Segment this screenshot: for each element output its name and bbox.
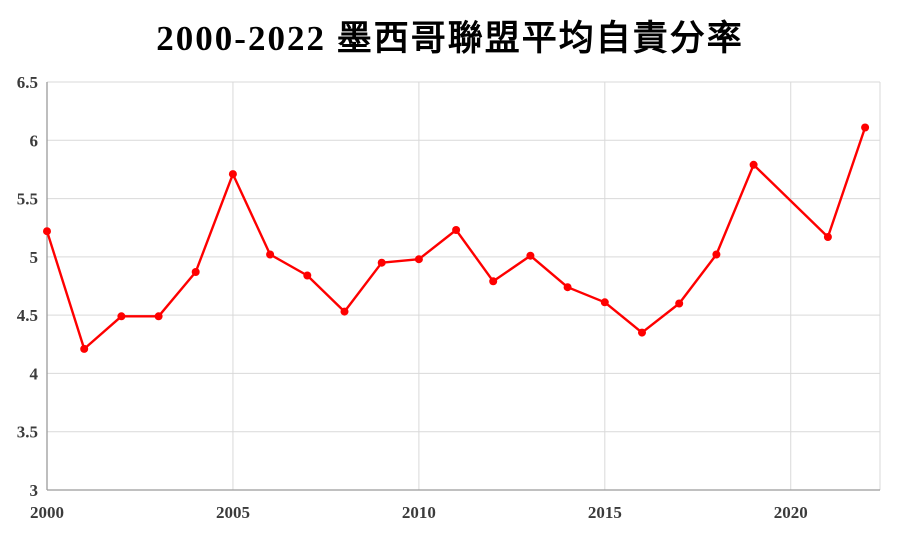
data-point (452, 226, 461, 234)
line-chart: 3 3.5 4 4.5 5 5.5 6 6.5 2000 2005 2010 2015 2020 (17, 73, 881, 522)
x-tick-label: 2020 (774, 503, 808, 522)
y-tick-label: 3.5 (17, 423, 38, 442)
y-tick-label: 3 (30, 481, 39, 500)
data-point (414, 255, 423, 264)
data-point (823, 233, 832, 241)
data-point (266, 250, 275, 259)
y-tick-label: 6.5 (17, 73, 38, 92)
y-tick-label: 5 (30, 248, 39, 267)
y-tick-label: 5.5 (17, 190, 38, 209)
data-point (117, 312, 126, 321)
data-point (749, 160, 758, 169)
data-point (80, 344, 89, 353)
chart-title: 2000-2022 墨西哥聯盟平均自責分率 (156, 19, 744, 58)
x-tick-label: 2005 (216, 503, 250, 522)
data-point (526, 251, 535, 260)
data-point (675, 299, 684, 308)
data-point (563, 283, 572, 292)
y-tick-label: 6 (30, 131, 39, 150)
y-tick-label: 4 (30, 364, 39, 383)
data-point (340, 307, 349, 316)
data-point (154, 312, 163, 321)
data-point (43, 227, 51, 236)
x-tick-label: 2000 (30, 503, 64, 522)
y-tick-label: 4.5 (17, 306, 38, 325)
data-point (861, 123, 870, 132)
data-point (228, 170, 237, 179)
era-series-line (45, 126, 867, 351)
data-point (600, 298, 609, 307)
data-point (377, 258, 386, 267)
data-point (638, 328, 646, 337)
data-point (303, 271, 312, 280)
data-point (191, 268, 200, 276)
x-tick-label: 2010 (402, 503, 436, 522)
x-tick-label: 2015 (588, 503, 622, 522)
data-point (712, 250, 721, 259)
data-point (489, 277, 498, 286)
